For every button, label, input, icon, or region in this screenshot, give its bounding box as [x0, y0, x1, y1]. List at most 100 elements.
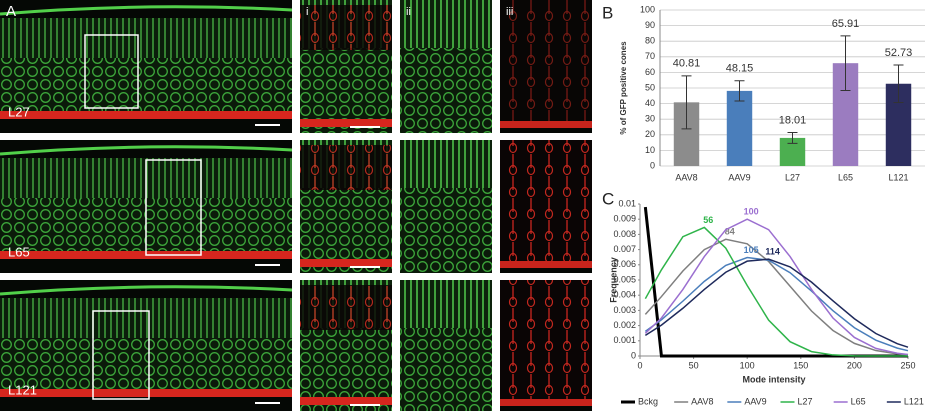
legend-label: L27 — [798, 396, 813, 406]
y-tick-label: 0.008 — [613, 229, 636, 239]
retina-cells — [0, 338, 292, 391]
series-line — [644, 238, 909, 356]
y-tick-label: 30 — [645, 114, 655, 124]
axes — [639, 204, 908, 357]
red-band — [0, 111, 292, 119]
y-tick-label: 60 — [645, 67, 655, 77]
x-tick-label: 250 — [900, 360, 915, 370]
row-label: L65 — [8, 244, 30, 259]
error-bar — [734, 80, 745, 102]
y-tick-label: 0.003 — [613, 305, 636, 315]
retina-cells — [0, 58, 292, 113]
y-tick-label: 0.005 — [613, 274, 636, 284]
red-cells — [300, 285, 392, 330]
x-tick-label: 0 — [637, 360, 642, 370]
value-label: 65.91 — [832, 18, 860, 30]
x-tick-label: L121 — [888, 172, 908, 182]
cells — [400, 188, 492, 273]
y-tick-label: 90 — [645, 20, 655, 30]
x-tick-label: AAV8 — [675, 172, 697, 182]
cells — [300, 188, 392, 273]
value-label: 40.81 — [673, 58, 701, 70]
x-axis-label: Mode intensity — [742, 374, 805, 384]
legend-label: AAV8 — [691, 396, 713, 406]
red-cells — [500, 140, 592, 263]
red-cells — [300, 145, 392, 190]
legend-label: Bckg — [638, 396, 658, 406]
column-label: ii — [406, 6, 411, 18]
fibers — [400, 0, 492, 50]
y-tick-label: 10 — [645, 145, 655, 155]
y-tick-label: 0.009 — [613, 214, 636, 224]
error-bar — [840, 35, 851, 91]
x-tick-label: 100 — [740, 360, 755, 370]
y-tick-label: 0.006 — [613, 259, 636, 269]
series-line — [644, 218, 909, 356]
retina-fibers — [0, 18, 292, 63]
mode-label: 84 — [725, 227, 735, 237]
x-tick-label: L27 — [785, 172, 800, 182]
value-label: 52.73 — [885, 47, 913, 59]
mode-label: 100 — [744, 207, 759, 217]
value-label: 18.01 — [779, 114, 807, 126]
red-band — [500, 121, 592, 128]
mode-label: 114 — [765, 247, 780, 257]
y-tick-label: 100 — [640, 4, 655, 14]
mode-label: 105 — [744, 245, 759, 255]
legend-label: L121 — [904, 396, 924, 406]
inset-box — [84, 34, 139, 109]
y-tick-label: 0.001 — [613, 335, 636, 345]
panel-label: B — [602, 3, 613, 22]
series-line — [644, 226, 908, 357]
fibers — [400, 280, 492, 330]
y-tick-label: 0 — [650, 160, 655, 170]
legend-label: L65 — [851, 396, 866, 406]
red-band — [300, 259, 392, 267]
fibers — [400, 140, 492, 190]
inset-box — [145, 159, 202, 256]
bar — [726, 90, 753, 166]
legend-label: AAV9 — [744, 396, 766, 406]
column-label: i — [306, 6, 308, 18]
red-cells — [500, 280, 592, 401]
inset-box — [92, 310, 150, 400]
y-tick-label: 0.002 — [613, 320, 636, 330]
y-tick-label: 0.007 — [613, 244, 636, 254]
series-line — [644, 258, 909, 348]
mode-label: 56 — [703, 215, 713, 225]
red-band — [500, 399, 592, 406]
red-band — [0, 389, 292, 397]
retina-fibers — [0, 298, 292, 343]
y-axis-label: % of GFP positive cones — [619, 41, 628, 135]
row-label: L27 — [8, 104, 30, 119]
x-tick-label: AAV9 — [728, 172, 750, 182]
red-band — [300, 397, 392, 405]
x-tick-label: 200 — [847, 360, 862, 370]
surface — [0, 5, 293, 16]
red-band — [500, 261, 592, 268]
red-band — [300, 119, 392, 127]
y-tick-label: 80 — [645, 36, 655, 46]
cells — [300, 48, 392, 133]
x-tick-label: L65 — [838, 172, 853, 182]
y-tick-label: 20 — [645, 129, 655, 139]
x-tick-label: 150 — [793, 360, 808, 370]
column-label: iii — [506, 6, 513, 18]
error-bar — [893, 64, 904, 103]
red-cells — [500, 0, 592, 123]
y-tick-label: 0.004 — [613, 290, 636, 300]
y-tick-label: 0 — [631, 350, 636, 360]
panel-label: A — [6, 3, 16, 20]
error-bar — [787, 131, 798, 144]
y-axis-label: Frequency — [608, 257, 618, 303]
surface — [0, 285, 293, 296]
x-tick-label: 50 — [689, 360, 699, 370]
series-line — [643, 206, 908, 358]
y-tick-label: 40 — [645, 98, 655, 108]
cells — [400, 328, 492, 411]
y-tick-label: 70 — [645, 51, 655, 61]
error-bar — [681, 75, 692, 130]
row-label: L121 — [8, 382, 37, 397]
